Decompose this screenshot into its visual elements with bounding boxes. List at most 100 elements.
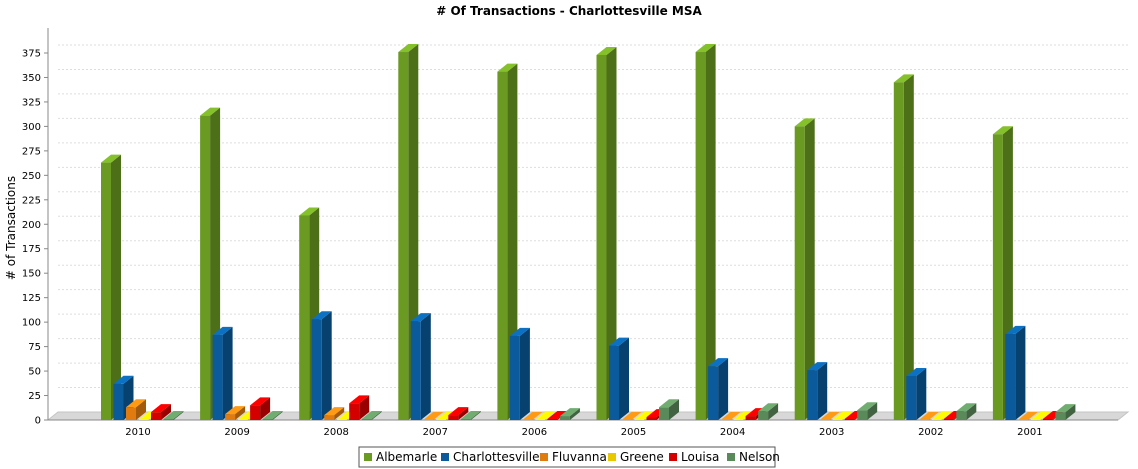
bar-side <box>966 403 977 420</box>
legend-swatch <box>364 453 372 461</box>
bar-albemarle-2010 <box>101 154 121 421</box>
bar-charlottesville-2009 <box>212 326 233 420</box>
bar-top <box>349 395 370 404</box>
bar-front <box>126 407 136 420</box>
bar-side <box>867 402 878 420</box>
x-tick-label: 2009 <box>224 427 249 438</box>
bar-side <box>519 327 530 420</box>
legend-label: Albemarle <box>376 450 437 464</box>
bar-charlottesville-2002 <box>906 367 927 420</box>
bar-top <box>807 362 828 371</box>
bar-albemarle-2002 <box>893 74 914 421</box>
bar-greene-2006 <box>534 412 555 420</box>
legend-box <box>358 446 776 468</box>
bar-louisa-2010 <box>151 404 171 420</box>
bar-side <box>569 408 580 420</box>
y-tick-label: 325 <box>22 97 41 108</box>
bar-top <box>720 412 741 420</box>
bar-front <box>509 335 520 420</box>
bar-top <box>423 412 444 420</box>
legend-swatch <box>608 453 616 461</box>
bar-side <box>161 404 171 420</box>
bar-top <box>410 313 431 322</box>
legend: Albemarle Charlottesville Fluvanna Greene Lo… <box>358 446 780 468</box>
bar-front <box>448 415 459 420</box>
bar-side <box>235 406 246 420</box>
bar-top <box>1005 325 1026 334</box>
y-tick-label: 175 <box>22 244 41 255</box>
bar-front <box>1042 419 1053 420</box>
bar-top <box>398 44 419 53</box>
bar-top <box>819 412 840 420</box>
bar-front <box>659 407 669 420</box>
bar-top <box>212 326 233 335</box>
bar-fluvanna-2003 <box>819 412 840 420</box>
bar-side <box>669 399 679 420</box>
bar-fluvanna-2005 <box>621 412 642 420</box>
y-tick-label: 225 <box>22 195 41 206</box>
bar-front <box>324 415 335 420</box>
bar-front <box>349 403 360 420</box>
bar-top <box>448 407 469 416</box>
bar-fluvanna-2007 <box>423 412 444 420</box>
bar-front <box>398 52 409 420</box>
x-tick-label: 2010 <box>125 427 150 438</box>
bar-side <box>136 399 146 420</box>
legend-label: Fluvanna <box>552 450 607 464</box>
bar-front <box>101 162 111 421</box>
bar-charlottesville-2007 <box>410 313 431 420</box>
bar-front <box>745 416 756 420</box>
bar-front <box>646 417 657 420</box>
bar-side <box>817 362 828 420</box>
bar-charlottesville-2004 <box>708 358 729 420</box>
bar-front <box>794 126 805 421</box>
bar-front <box>113 383 124 420</box>
x-tick-label: 2001 <box>1017 427 1042 438</box>
bar-top <box>509 327 530 336</box>
bar-side <box>705 44 716 420</box>
bar-fluvanna-2008 <box>324 407 345 420</box>
bar-greene-2001 <box>1030 412 1051 420</box>
x-tick-label: 2004 <box>720 427 745 438</box>
bar-top <box>497 63 518 72</box>
bar-front <box>151 412 161 420</box>
bar-fluvanna-2009 <box>225 406 246 420</box>
bar-nelson-2009 <box>262 411 283 420</box>
bar-front <box>460 419 471 420</box>
bar-front <box>708 366 719 420</box>
bar-top <box>547 411 568 420</box>
bar-nelson-2003 <box>857 402 878 420</box>
bar-greene-2002 <box>931 412 952 420</box>
legend-swatch <box>669 453 677 461</box>
bar-nelson-2008 <box>361 411 382 420</box>
bar-front <box>893 82 904 421</box>
bar-side <box>507 63 518 420</box>
bar-albemarle-2005 <box>596 46 617 420</box>
bar-top <box>596 46 617 55</box>
legend-label: Charlottesville <box>453 450 539 464</box>
bar-top <box>659 399 679 408</box>
legend-item-louisa: Louisa <box>669 450 719 464</box>
bar-front <box>609 345 619 420</box>
bar-side <box>359 395 370 420</box>
bar-top <box>857 402 878 411</box>
bar-top <box>126 399 146 408</box>
x-tick-label: 2003 <box>819 427 844 438</box>
x-tick-label: 2002 <box>918 427 943 438</box>
bar-charlottesville-2008 <box>311 311 332 420</box>
bar-top <box>534 412 555 420</box>
bar-louisa-2008 <box>349 395 370 420</box>
bar-fluvanna-2010 <box>126 399 146 420</box>
bar-front <box>250 405 261 420</box>
y-axis-label: # of Transactions <box>4 176 18 280</box>
bar-side <box>916 367 927 420</box>
bar-charlottesville-2003 <box>807 362 828 420</box>
legend-swatch <box>727 453 735 461</box>
x-tick-label: 2008 <box>323 427 348 438</box>
bar-charlottesville-2001 <box>1005 325 1026 420</box>
bar-front <box>200 115 211 420</box>
bar-front <box>844 419 855 420</box>
bar-fluvanna-2002 <box>918 412 939 420</box>
bar-top <box>609 337 629 346</box>
